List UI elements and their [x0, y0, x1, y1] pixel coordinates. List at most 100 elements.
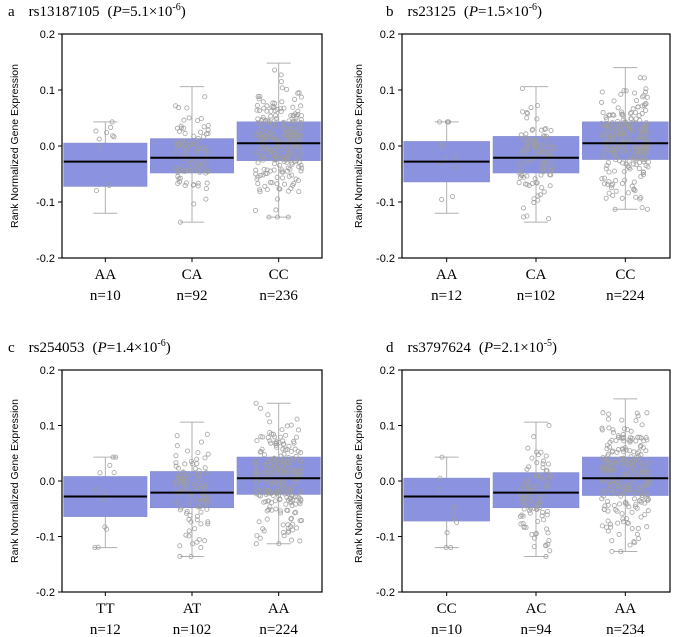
- plot-frame: [61, 33, 323, 259]
- box-AA: [236, 400, 321, 547]
- data-point: [284, 157, 290, 163]
- y-tick-label: -0.1: [36, 532, 55, 544]
- data-point: [645, 508, 651, 514]
- panel-letter: b: [386, 4, 394, 20]
- data-point: [288, 185, 294, 191]
- data-point: [288, 516, 294, 522]
- data-point: [281, 105, 287, 111]
- iqr-box: [63, 142, 148, 187]
- data-point: [452, 504, 458, 510]
- data-point: [256, 187, 263, 193]
- data-point: [292, 111, 298, 117]
- data-point: [635, 413, 641, 419]
- data-point: [609, 437, 615, 443]
- data-point: [626, 437, 632, 443]
- panel-title: c rs254053 (P=1.4×10-6): [8, 338, 171, 356]
- data-point: [614, 491, 620, 497]
- data-point: [646, 159, 652, 165]
- data-point: [298, 94, 304, 100]
- data-point: [632, 540, 638, 546]
- data-point: [297, 457, 303, 463]
- data-point: [255, 93, 261, 99]
- data-point: [548, 140, 554, 146]
- data-point: [523, 524, 529, 531]
- data-point: [624, 501, 630, 507]
- data-point: [618, 91, 624, 97]
- data-point: [296, 472, 302, 478]
- x-category-label: CA: [182, 267, 203, 283]
- data-point: [540, 149, 546, 156]
- data-point: [518, 486, 524, 492]
- data-point: [194, 497, 200, 504]
- data-point: [294, 525, 300, 531]
- snp-id: rs23125: [408, 4, 456, 20]
- data-point: [633, 162, 639, 168]
- iqr-box: [149, 471, 234, 509]
- data-point: [173, 480, 179, 486]
- data-point: [436, 119, 443, 125]
- data-point: [439, 141, 445, 147]
- data-point: [534, 472, 540, 478]
- data-point: [187, 161, 193, 167]
- data-point: [261, 469, 267, 475]
- data-point: [633, 148, 639, 154]
- data-point: [269, 480, 275, 486]
- y-tick-label: 0.2: [380, 365, 395, 377]
- data-point: [519, 149, 525, 155]
- p-label: P: [112, 4, 122, 20]
- data-point: [254, 176, 260, 182]
- data-point: [439, 454, 445, 460]
- data-point: [603, 195, 609, 201]
- data-point: [619, 109, 625, 115]
- data-point: [537, 493, 543, 499]
- data-point: [270, 431, 277, 437]
- data-point: [286, 118, 292, 124]
- data-point: [265, 120, 271, 126]
- data-point: [544, 526, 550, 532]
- data-point: [195, 183, 201, 189]
- data-point: [634, 410, 640, 416]
- x-category-label: TT: [96, 601, 114, 617]
- data-point: [188, 140, 194, 146]
- data-point: [638, 499, 644, 505]
- data-point: [287, 147, 293, 153]
- data-point: [297, 518, 303, 524]
- data-point: [516, 180, 522, 186]
- data-point: [540, 133, 546, 139]
- data-point: [273, 442, 279, 448]
- data-point: [177, 553, 183, 560]
- p-label: P: [483, 340, 493, 356]
- data-point: [613, 146, 620, 152]
- data-point: [262, 462, 268, 468]
- data-point: [618, 456, 625, 462]
- p-label: P: [97, 340, 107, 356]
- data-point: [291, 457, 297, 463]
- data-point: [600, 110, 606, 116]
- data-point: [193, 141, 199, 147]
- data-point: [524, 159, 530, 166]
- data-point: [599, 176, 605, 182]
- data-point: [610, 468, 616, 474]
- data-point: [530, 139, 536, 145]
- data-point: [108, 124, 114, 130]
- data-point: [192, 466, 198, 472]
- data-point: [281, 469, 287, 475]
- data-point: [279, 458, 285, 464]
- data-point: [534, 103, 541, 109]
- data-point: [202, 94, 208, 100]
- data-point: [275, 489, 282, 495]
- data-point: [622, 177, 628, 183]
- data-point: [269, 132, 275, 138]
- data-point: [280, 446, 286, 452]
- box-AA: [582, 398, 669, 555]
- data-point: [197, 169, 203, 175]
- data-point: [622, 470, 628, 476]
- data-point: [198, 521, 204, 527]
- data-point: [645, 492, 651, 498]
- data-point: [525, 445, 531, 451]
- panel-letter: d: [386, 340, 394, 356]
- data-point: [204, 180, 210, 186]
- data-point: [288, 422, 294, 428]
- data-point: [620, 434, 627, 441]
- data-point: [623, 161, 629, 167]
